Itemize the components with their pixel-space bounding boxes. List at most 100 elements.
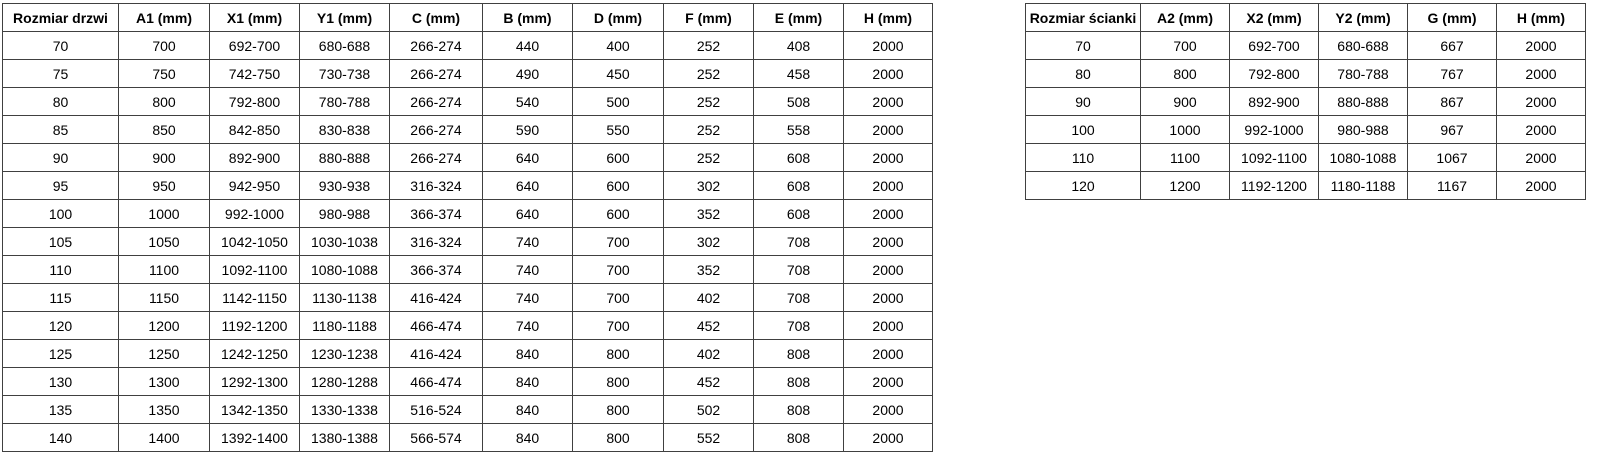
- table-cell: 800: [118, 87, 210, 116]
- wall-size-table: Rozmiar ścianki A2 (mm) X2 (mm) Y2 (mm) G (m…: [1025, 3, 1586, 200]
- table-cell: 840: [482, 339, 573, 368]
- table-cell: 540: [482, 87, 573, 116]
- table-cell: 516-524: [389, 395, 483, 424]
- table-cell: 490: [482, 59, 573, 88]
- table-cell: 2000: [843, 87, 933, 116]
- header-cell: X2 (mm): [1229, 3, 1319, 32]
- table-cell: 252: [663, 115, 754, 144]
- table-cell: 2000: [1496, 143, 1586, 172]
- table-cell: 110: [2, 255, 119, 284]
- table-cell: 800: [572, 423, 664, 452]
- header-cell: Y2 (mm): [1318, 3, 1408, 32]
- table-cell: 967: [1407, 115, 1497, 144]
- table-row: 135 1350 1342-1350 1330-1338 516-524 840 800 50…: [2, 395, 933, 424]
- table-row: 90 900 892-900 880-888 867 2000: [1025, 87, 1586, 116]
- header-cell: G (mm): [1407, 3, 1497, 32]
- table-row: 100 1000 992-1000 980-988 366-374 640 600 352 60…: [2, 199, 933, 228]
- table-row: 110 1100 1092-1100 1080-1088 1067 2000: [1025, 143, 1586, 172]
- header-cell: B (mm): [482, 3, 573, 32]
- table-cell: 80: [1025, 59, 1141, 88]
- table-row: 100 1000 992-1000 980-988 967 2000: [1025, 115, 1586, 144]
- table-cell: 1050: [118, 227, 210, 256]
- table-cell: 590: [482, 115, 573, 144]
- header-cell: X1 (mm): [209, 3, 300, 32]
- table-cell: 2000: [1496, 171, 1586, 200]
- table-cell: 780-788: [1318, 59, 1408, 88]
- header-cell: D (mm): [572, 3, 664, 32]
- table-cell: 2000: [1496, 31, 1586, 60]
- header-cell: A1 (mm): [118, 3, 210, 32]
- table-cell: 800: [572, 339, 664, 368]
- table-cell: 1250: [118, 339, 210, 368]
- table-cell: 1130-1138: [299, 283, 390, 312]
- table-cell: 950: [118, 171, 210, 200]
- table-cell: 252: [663, 143, 754, 172]
- table-cell: 416-424: [389, 339, 483, 368]
- table-cell: 842-850: [209, 115, 300, 144]
- table-cell: 252: [663, 59, 754, 88]
- table-cell: 740: [482, 227, 573, 256]
- table-cell: 808: [753, 339, 844, 368]
- table-cell: 1330-1338: [299, 395, 390, 424]
- table-cell: 466-474: [389, 311, 483, 340]
- table-cell: 352: [663, 255, 754, 284]
- table-cell: 2000: [843, 339, 933, 368]
- table-cell: 880-888: [1318, 87, 1408, 116]
- table-cell: 930-938: [299, 171, 390, 200]
- table-cell: 692-700: [1229, 31, 1319, 60]
- table-cell: 1292-1300: [209, 367, 300, 396]
- table-cell: 90: [1025, 87, 1141, 116]
- table-cell: 100: [2, 199, 119, 228]
- table-cell: 2000: [843, 199, 933, 228]
- header-cell: H (mm): [1496, 3, 1586, 32]
- table-row: 105 1050 1042-1050 1030-1038 316-324 740 700 30…: [2, 227, 933, 256]
- table-cell: 452: [663, 311, 754, 340]
- table-cell: 1350: [118, 395, 210, 424]
- table-row: 80 800 792-800 780-788 266-274 540 500 252 508 20…: [2, 87, 933, 116]
- table-cell: 667: [1407, 31, 1497, 60]
- header-row: Rozmiar ścianki A2 (mm) X2 (mm) Y2 (mm) G (m…: [1025, 3, 1586, 32]
- table-cell: 125: [2, 339, 119, 368]
- table-cell: 508: [753, 87, 844, 116]
- table-cell: 2000: [843, 367, 933, 396]
- header-cell: C (mm): [389, 3, 483, 32]
- table-cell: 680-688: [299, 31, 390, 60]
- table-cell: 1380-1388: [299, 423, 390, 452]
- table-cell: 1192-1200: [209, 311, 300, 340]
- table-cell: 640: [482, 199, 573, 228]
- table-cell: 1400: [118, 423, 210, 452]
- table-cell: 900: [118, 143, 210, 172]
- table-row: 115 1150 1142-1150 1130-1138 416-424 740 700 40…: [2, 283, 933, 312]
- table-cell: 608: [753, 171, 844, 200]
- table-cell: 85: [2, 115, 119, 144]
- table-cell: 700: [1140, 31, 1230, 60]
- table-cell: 1067: [1407, 143, 1497, 172]
- table-cell: 2000: [843, 423, 933, 452]
- table-cell: 2000: [843, 115, 933, 144]
- table-cell: 316-324: [389, 227, 483, 256]
- table-cell: 80: [2, 87, 119, 116]
- table-cell: 800: [1140, 59, 1230, 88]
- table-cell: 1280-1288: [299, 367, 390, 396]
- table-row: 130 1300 1292-1300 1280-1288 466-474 840 800 45…: [2, 367, 933, 396]
- table-cell: 252: [663, 31, 754, 60]
- table-cell: 2000: [843, 255, 933, 284]
- table-cell: 500: [572, 87, 664, 116]
- header-cell: Rozmiar ścianki: [1025, 3, 1141, 32]
- table-cell: 1080-1088: [299, 255, 390, 284]
- table-cell: 550: [572, 115, 664, 144]
- table-cell: 502: [663, 395, 754, 424]
- table-cell: 2000: [1496, 59, 1586, 88]
- table-cell: 352: [663, 199, 754, 228]
- table-cell: 1142-1150: [209, 283, 300, 312]
- table-cell: 120: [1025, 171, 1141, 200]
- table-cell: 440: [482, 31, 573, 60]
- table-cell: 680-688: [1318, 31, 1408, 60]
- table-row: 90 900 892-900 880-888 266-274 640 600 252 608 20…: [2, 143, 933, 172]
- table-cell: 266-274: [389, 143, 483, 172]
- table-cell: 1000: [1140, 115, 1230, 144]
- table-cell: 742-750: [209, 59, 300, 88]
- table-cell: 2000: [843, 143, 933, 172]
- table-cell: 992-1000: [209, 199, 300, 228]
- table-cell: 942-950: [209, 171, 300, 200]
